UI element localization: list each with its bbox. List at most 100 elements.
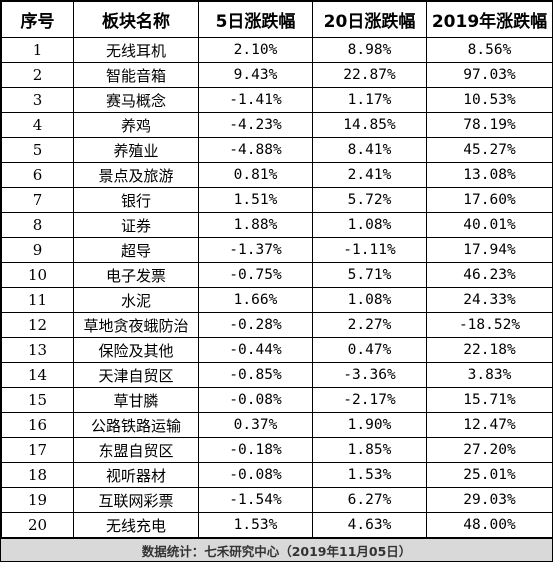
table-row: 20 无线充电 1.53% 4.63% 48.00% bbox=[1, 512, 553, 538]
sector-name-cell: 电子发票 bbox=[73, 262, 199, 288]
row-index-cell: 19 bbox=[1, 487, 74, 513]
header-index: 序号 bbox=[1, 1, 74, 38]
sector-performance-table: 序号 板块名称 5日涨跌幅 20日涨跌幅 2019年涨跌幅 1 无线耳机 2.10%… bbox=[1, 1, 553, 538]
change-2019-cell: 78.19% bbox=[426, 112, 553, 138]
table-row: 7 银行 1.51% 5.72% 17.60% bbox=[1, 187, 553, 213]
header-row: 序号 板块名称 5日涨跌幅 20日涨跌幅 2019年涨跌幅 bbox=[1, 1, 553, 38]
change-2019-cell: 17.60% bbox=[426, 187, 553, 213]
change-2019-cell: 12.47% bbox=[426, 412, 553, 438]
change-5day-cell: -0.18% bbox=[198, 437, 313, 463]
change-2019-cell: 15.71% bbox=[426, 387, 553, 413]
change-20day-cell: 2.41% bbox=[312, 162, 427, 188]
change-5day-cell: -0.85% bbox=[198, 362, 313, 388]
table-row: 9 超导 -1.37% -1.11% 17.94% bbox=[1, 237, 553, 263]
change-5day-cell: 9.43% bbox=[198, 62, 313, 88]
sector-name-cell: 草甘膦 bbox=[73, 387, 199, 413]
change-5day-cell: 1.51% bbox=[198, 187, 313, 213]
change-20day-cell: 1.08% bbox=[312, 212, 427, 238]
sector-name-cell: 景点及旅游 bbox=[73, 162, 199, 188]
change-5day-cell: -0.08% bbox=[198, 387, 313, 413]
change-2019-cell: 40.01% bbox=[426, 212, 553, 238]
sector-name-cell: 公路铁路运输 bbox=[73, 412, 199, 438]
change-2019-cell: -18.52% bbox=[426, 312, 553, 338]
row-index-cell: 9 bbox=[1, 237, 74, 263]
row-index-cell: 16 bbox=[1, 412, 74, 438]
sector-name-cell: 超导 bbox=[73, 237, 199, 263]
change-2019-cell: 10.53% bbox=[426, 87, 553, 113]
row-index-cell: 6 bbox=[1, 162, 74, 188]
table-body: 1 无线耳机 2.10% 8.98% 8.56% 2 智能音箱 9.43% 22.87% 97.0… bbox=[1, 37, 553, 538]
change-2019-cell: 46.23% bbox=[426, 262, 553, 288]
sector-name-cell: 无线耳机 bbox=[73, 37, 199, 63]
change-5day-cell: 0.37% bbox=[198, 412, 313, 438]
sector-name-cell: 互联网彩票 bbox=[73, 487, 199, 513]
table-header: 序号 板块名称 5日涨跌幅 20日涨跌幅 2019年涨跌幅 bbox=[1, 1, 553, 38]
change-20day-cell: 0.47% bbox=[312, 337, 427, 363]
table-row: 8 证券 1.88% 1.08% 40.01% bbox=[1, 212, 553, 238]
change-20day-cell: 1.17% bbox=[312, 87, 427, 113]
table-row: 19 互联网彩票 -1.54% 6.27% 29.03% bbox=[1, 487, 553, 513]
change-2019-cell: 97.03% bbox=[426, 62, 553, 88]
change-5day-cell: -0.75% bbox=[198, 262, 313, 288]
change-20day-cell: 22.87% bbox=[312, 62, 427, 88]
row-index-cell: 15 bbox=[1, 387, 74, 413]
change-20day-cell: 1.53% bbox=[312, 462, 427, 488]
sector-name-cell: 银行 bbox=[73, 187, 199, 213]
change-2019-cell: 29.03% bbox=[426, 487, 553, 513]
sector-name-cell: 天津自贸区 bbox=[73, 362, 199, 388]
change-5day-cell: 0.81% bbox=[198, 162, 313, 188]
change-5day-cell: -0.08% bbox=[198, 462, 313, 488]
change-2019-cell: 13.08% bbox=[426, 162, 553, 188]
row-index-cell: 2 bbox=[1, 62, 74, 88]
sector-name-cell: 视听器材 bbox=[73, 462, 199, 488]
row-index-cell: 20 bbox=[1, 512, 74, 538]
row-index-cell: 12 bbox=[1, 312, 74, 338]
row-index-cell: 10 bbox=[1, 262, 74, 288]
table-row: 16 公路铁路运输 0.37% 1.90% 12.47% bbox=[1, 412, 553, 438]
table-row: 4 养鸡 -4.23% 14.85% 78.19% bbox=[1, 112, 553, 138]
table-row: 5 养殖业 -4.88% 8.41% 45.27% bbox=[1, 137, 553, 163]
row-index-cell: 17 bbox=[1, 437, 74, 463]
change-20day-cell: 2.27% bbox=[312, 312, 427, 338]
change-5day-cell: -1.41% bbox=[198, 87, 313, 113]
change-20day-cell: 8.98% bbox=[312, 37, 427, 63]
row-index-cell: 4 bbox=[1, 112, 74, 138]
change-2019-cell: 27.20% bbox=[426, 437, 553, 463]
table-row: 2 智能音箱 9.43% 22.87% 97.03% bbox=[1, 62, 553, 88]
change-2019-cell: 8.56% bbox=[426, 37, 553, 63]
table-row: 17 东盟自贸区 -0.18% 1.85% 27.20% bbox=[1, 437, 553, 463]
header-2019-change: 2019年涨跌幅 bbox=[426, 1, 553, 38]
change-20day-cell: 8.41% bbox=[312, 137, 427, 163]
sector-name-cell: 无线充电 bbox=[73, 512, 199, 538]
change-5day-cell: -0.44% bbox=[198, 337, 313, 363]
sector-name-cell: 赛马概念 bbox=[73, 87, 199, 113]
row-index-cell: 13 bbox=[1, 337, 74, 363]
sector-name-cell: 东盟自贸区 bbox=[73, 437, 199, 463]
change-20day-cell: 4.63% bbox=[312, 512, 427, 538]
header-20day-change: 20日涨跌幅 bbox=[312, 1, 427, 38]
row-index-cell: 7 bbox=[1, 187, 74, 213]
row-index-cell: 1 bbox=[1, 37, 74, 63]
table-row: 11 水泥 1.66% 1.08% 24.33% bbox=[1, 287, 553, 313]
sector-name-cell: 养殖业 bbox=[73, 137, 199, 163]
row-index-cell: 14 bbox=[1, 362, 74, 388]
change-20day-cell: -1.11% bbox=[312, 237, 427, 263]
change-2019-cell: 24.33% bbox=[426, 287, 553, 313]
change-5day-cell: 2.10% bbox=[198, 37, 313, 63]
table-row: 18 视听器材 -0.08% 1.53% 25.01% bbox=[1, 462, 553, 488]
change-5day-cell: -1.37% bbox=[198, 237, 313, 263]
change-2019-cell: 3.83% bbox=[426, 362, 553, 388]
sector-name-cell: 水泥 bbox=[73, 287, 199, 313]
change-5day-cell: -4.88% bbox=[198, 137, 313, 163]
row-index-cell: 11 bbox=[1, 287, 74, 313]
sector-name-cell: 保险及其他 bbox=[73, 337, 199, 363]
change-5day-cell: -1.54% bbox=[198, 487, 313, 513]
change-2019-cell: 45.27% bbox=[426, 137, 553, 163]
change-20day-cell: -3.36% bbox=[312, 362, 427, 388]
row-index-cell: 18 bbox=[1, 462, 74, 488]
change-5day-cell: 1.88% bbox=[198, 212, 313, 238]
table-row: 14 天津自贸区 -0.85% -3.36% 3.83% bbox=[1, 362, 553, 388]
sector-name-cell: 草地贪夜蛾防治 bbox=[73, 312, 199, 338]
change-2019-cell: 17.94% bbox=[426, 237, 553, 263]
